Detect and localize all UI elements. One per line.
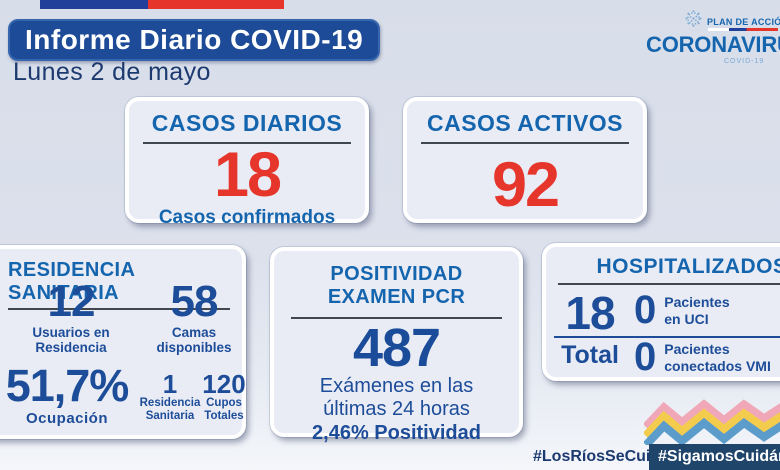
- stat-value: 58: [170, 277, 219, 326]
- stat-label: Ocupación: [25, 410, 108, 427]
- divider: [557, 283, 780, 285]
- logo-subtitle: COVID-19: [724, 58, 765, 65]
- stat-usuarios-residencia: 12 Usuarios en Residencia: [16, 277, 126, 356]
- logo-flag-underline: [708, 28, 778, 31]
- casos-diarios-value: 18: [213, 140, 282, 210]
- hospitalizados-rows: 0 Pacientes en UCI 0 Pacientes conectado…: [634, 287, 780, 381]
- positividad-caption-line2: últimas 24 horas: [323, 398, 470, 420]
- stat-value: 1: [162, 369, 178, 399]
- stat-label: Usuarios en Residencia: [32, 325, 110, 356]
- stat-camas-disponibles: 58 Camas disponibles: [139, 277, 249, 356]
- logo-plan-label: PLAN DE ACCIÓN: [707, 17, 780, 27]
- logo-plan-row: PLAN DE ACCIÓN: [684, 9, 780, 27]
- card-hospitalizados: HOSPITALIZADOS 18 Total 0 Pacientes en U…: [542, 243, 780, 381]
- divider: [421, 142, 629, 144]
- chile-flag-bar: [40, 0, 284, 9]
- casos-diarios-caption: Casos confirmados: [158, 207, 336, 228]
- zigzag-decoration: [644, 399, 780, 445]
- stat-cupos-totales: 120 Cupos Totales: [200, 371, 248, 423]
- hashtag-sigamos: #SigamosCuidándonos: [649, 444, 780, 470]
- stat-value: 0: [634, 288, 656, 332]
- positividad-caption-line1: Exámenes en las: [319, 375, 474, 397]
- positividad-title-line1: POSITIVIDAD: [330, 263, 463, 285]
- divider: [291, 317, 502, 319]
- stat-pacientes-vmi: 0 Pacientes conectados VMI: [634, 334, 780, 381]
- hashtag-losrios: #LosRíosSeCuida: [533, 448, 670, 465]
- stat-hospitalizados-total: 18 Total: [546, 287, 634, 381]
- stat-label: Cupos Totales: [204, 397, 244, 422]
- card-casos-diarios: CASOS DIARIOS 18 Casos confirmados: [125, 97, 369, 228]
- logo-brand: CORONAVIRUS: [646, 32, 780, 57]
- coronavirus-logo: PLAN DE ACCIÓN CORONAVIRUS COVID-19: [646, 9, 780, 65]
- casos-activos-title: CASOS ACTIVOS: [426, 110, 624, 136]
- hospitalizados-body: 18 Total 0 Pacientes en UCI 0 Pacientes …: [546, 287, 780, 381]
- positividad-value: 487: [352, 318, 441, 378]
- flag-blue-segment: [40, 0, 148, 9]
- positividad-title: POSITIVIDAD EXAMEN PCR: [274, 263, 519, 309]
- hospitalizados-row-divider: [554, 336, 780, 338]
- casos-diarios-title: CASOS DIARIOS: [151, 110, 343, 136]
- page-title: Informe Diario COVID-19: [8, 19, 381, 61]
- card-positividad-pcr: POSITIVIDAD EXAMEN PCR 487 Exámenes en l…: [270, 247, 523, 444]
- casos-activos-value: 92: [491, 150, 560, 220]
- hospitalizados-title: HOSPITALIZADOS: [596, 255, 780, 278]
- residencia-title: RESIDENCIA SANITARIA: [8, 259, 230, 310]
- stat-residencia-sanitaria-count: 1 Residencia Sanitaria: [139, 371, 201, 423]
- stat-label: Pacientes en UCI: [664, 294, 730, 327]
- stat-label: Camas disponibles: [156, 325, 232, 356]
- stat-value: 120: [202, 369, 246, 399]
- stat-value: 18: [565, 287, 615, 339]
- stat-value: 0: [634, 335, 656, 379]
- card-casos-activos: CASOS ACTIVOS 92: [403, 97, 647, 223]
- card-residencia-sanitaria: RESIDENCIA SANITARIA 12 Usuarios en Resi…: [0, 245, 246, 439]
- report-date: Lunes 2 de mayo: [13, 58, 211, 86]
- divider: [143, 142, 351, 144]
- stat-ocupacion: 51,7% Ocupación: [0, 361, 142, 428]
- stat-label: Residencia Sanitaria: [139, 397, 201, 422]
- stat-pacientes-uci: 0 Pacientes en UCI: [634, 287, 780, 334]
- stat-value: 12: [47, 277, 96, 326]
- stat-label: Pacientes conectados VMI: [664, 341, 771, 374]
- stat-value: 51,7%: [5, 360, 130, 411]
- virus-icon: [685, 10, 702, 27]
- stat-label: Total: [561, 341, 619, 369]
- flag-red-segment: [148, 0, 284, 9]
- positividad-title-line2: EXAMEN PCR: [327, 286, 466, 308]
- positividad-highlight: 2,46% Positividad: [312, 422, 481, 444]
